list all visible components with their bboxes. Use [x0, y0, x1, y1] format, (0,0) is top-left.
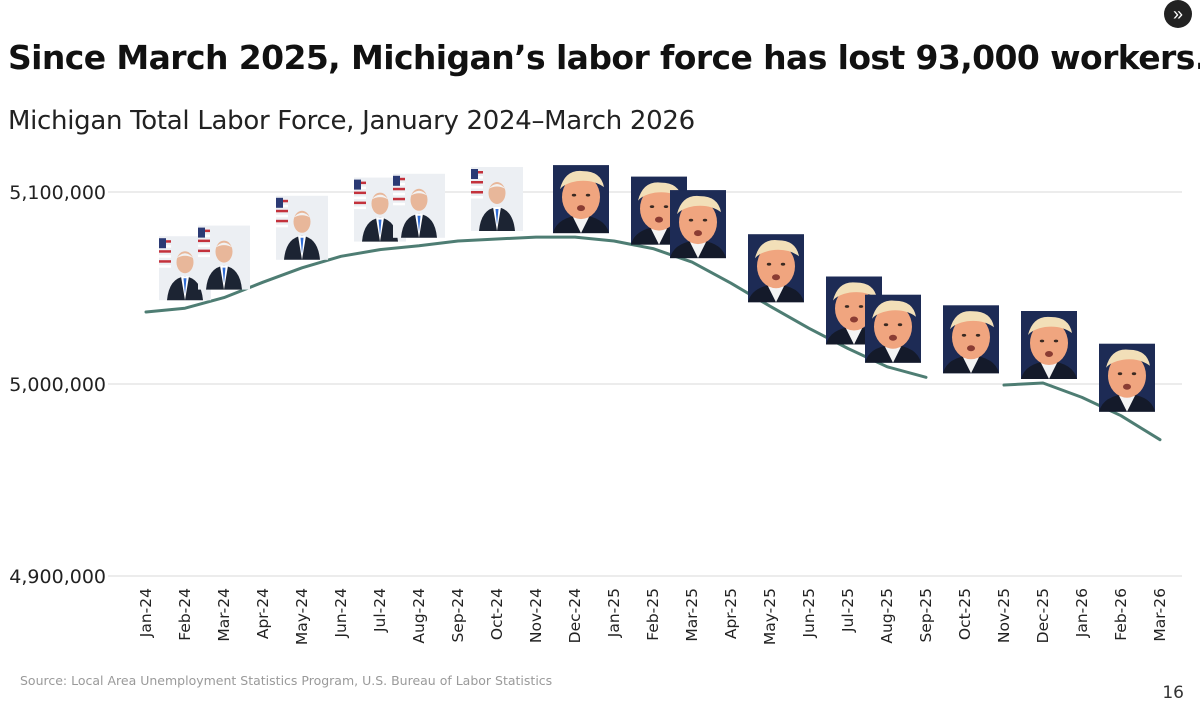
biden-portrait: [198, 225, 250, 290]
series-line-segment: [1002, 381, 1162, 442]
x-tick-label: Apr-25: [722, 588, 740, 639]
x-axis-ticks: Jan-24 Feb-24 Mar-24 Apr-24 May-24 Jun-24 Jul-…: [137, 588, 1169, 645]
x-tick-label: Dec-24: [566, 588, 584, 643]
trump-portrait: [1021, 311, 1077, 379]
trump-portrait: [670, 190, 726, 259]
x-tick-label: Feb-25: [644, 588, 662, 641]
chart-title: Michigan Total Labor Force, January 2024…: [8, 106, 695, 136]
x-tick-label: May-24: [293, 588, 311, 645]
x-tick-label: Oct-24: [488, 588, 506, 640]
trump-portrait: [1099, 343, 1155, 412]
series-line: [144, 235, 1162, 442]
biden-portrait: [276, 195, 328, 260]
double-chevron-right-icon: »: [1172, 4, 1183, 24]
series-line-segment: [144, 235, 928, 379]
x-tick-label: Jun-24: [332, 588, 350, 639]
x-tick-label: Nov-25: [995, 588, 1013, 643]
next-slide-button[interactable]: »: [1164, 0, 1192, 28]
y-axis-ticks: 4,900,000 5,000,000 5,100,000: [9, 182, 106, 588]
trump-portrait: [865, 294, 921, 363]
y-tick-label: 5,000,000: [9, 374, 106, 396]
x-tick-label: Oct-25: [956, 588, 974, 640]
page-number: 16: [1162, 683, 1184, 703]
x-tick-label: Sep-24: [449, 588, 467, 643]
source-note: Source: Local Area Unemployment Statisti…: [20, 673, 553, 688]
y-tick-label: 5,100,000: [9, 182, 106, 204]
x-tick-label: Aug-24: [410, 588, 428, 644]
trump-portrait: [748, 234, 804, 303]
x-tick-label: Nov-24: [527, 588, 545, 643]
x-tick-label: Jul-24: [371, 588, 389, 633]
x-tick-label: Mar-25: [683, 588, 701, 642]
x-tick-label: Feb-26: [1112, 588, 1130, 641]
portrait-annotations: [159, 165, 1155, 412]
x-tick-label: Mar-26: [1151, 588, 1169, 642]
x-tick-label: Jan-24: [137, 588, 155, 638]
x-tick-label: Jan-26: [1073, 588, 1091, 638]
y-tick-label: 4,900,000: [9, 566, 106, 588]
x-tick-label: Sep-25: [917, 588, 935, 643]
x-tick-label: Dec-25: [1034, 588, 1052, 643]
biden-portrait: [393, 173, 445, 238]
x-tick-label: Jun-25: [800, 588, 818, 639]
biden-portrait: [471, 167, 523, 231]
trump-portrait: [553, 165, 609, 234]
x-tick-label: Feb-24: [176, 588, 194, 641]
trump-portrait: [943, 305, 999, 374]
x-tick-label: Aug-25: [878, 588, 896, 644]
x-tick-label: Mar-24: [215, 588, 233, 642]
x-tick-label: May-25: [761, 588, 779, 645]
x-tick-label: Jul-25: [839, 588, 857, 633]
page-headline: Since March 2025, Michigan’s labor force…: [8, 38, 1200, 77]
x-tick-label: Apr-24: [254, 588, 272, 639]
x-tick-label: Jan-25: [605, 588, 623, 638]
